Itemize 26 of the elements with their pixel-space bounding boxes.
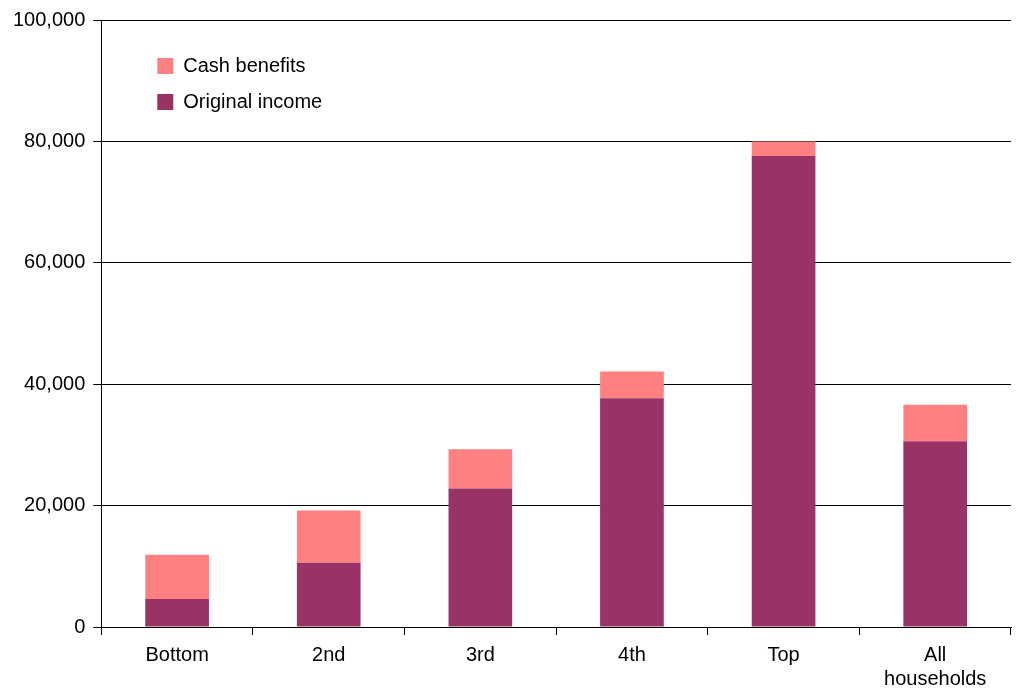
- y-tick-label: 80,000: [24, 128, 86, 151]
- bar: [903, 441, 968, 627]
- y-tick-label: 40,000: [24, 371, 86, 394]
- bar: [448, 488, 513, 627]
- bar: [448, 449, 513, 489]
- x-tick-label: 2nd: [312, 642, 346, 665]
- legend-label: Original income: [183, 89, 323, 112]
- x-tick-label: 3rd: [465, 642, 495, 665]
- y-tick-label: 20,000: [24, 493, 86, 516]
- legend-label: Cash benefits: [183, 53, 306, 76]
- x-tick-label: All households: [884, 642, 987, 689]
- y-tick-label: 100,000: [13, 7, 86, 30]
- y-tick-label: 0: [74, 614, 86, 637]
- bar: [145, 599, 209, 627]
- y-tick-label: 60,000: [24, 250, 86, 273]
- x-tick-label: 4th: [618, 642, 646, 665]
- x-tick-label: Top: [767, 642, 800, 665]
- x-tick-label: Bottom: [145, 642, 209, 665]
- bar: [296, 510, 361, 563]
- bar: [600, 371, 664, 399]
- bar: [600, 398, 664, 627]
- bar: [903, 404, 968, 442]
- bar: [145, 554, 209, 600]
- bar: [751, 155, 816, 627]
- bar: [296, 562, 361, 627]
- bar: [751, 141, 816, 156]
